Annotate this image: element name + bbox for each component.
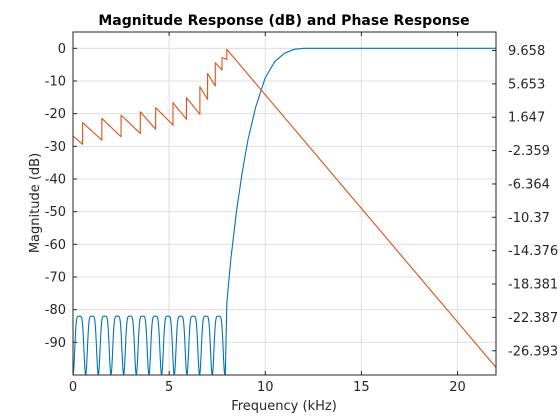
x-tick-label: 10 [257,380,274,395]
right-tick-label: 9.658 [508,44,545,59]
series-lines [73,47,496,375]
x-axis-label: Frequency (kHz) [231,399,337,414]
y-tick-label: -60 [45,238,66,253]
y-tick-label: -30 [45,140,66,155]
right-tick-label: -26.393 [508,344,558,359]
right-tick-label: -10.37 [508,211,550,226]
plot-area [73,32,496,375]
y-tick-label: -80 [45,303,66,318]
y-tick-label: -40 [45,173,66,188]
x-tick-label: 0 [69,380,77,395]
x-tick-label: 15 [353,380,370,395]
y-tick-label: 0 [58,42,66,57]
plot-frame [72,31,497,376]
right-tick-label: -6.364 [508,177,550,192]
grid [72,32,496,375]
series-line-left [73,47,496,375]
right-tick-label: -22.387 [508,311,558,326]
x-tick-label: 5 [165,380,173,395]
y-tick-label: -50 [45,205,66,220]
series-line-right [73,48,496,368]
x-tick-label: 20 [449,380,466,395]
y-tick-label: -70 [45,271,66,286]
right-tick-label: -18.381 [508,278,558,293]
chart-title: Magnitude Response (dB) and Phase Respon… [98,13,469,29]
right-tick-label: -14.376 [508,244,558,259]
right-tick-label: -2.359 [508,144,550,159]
x-tick-labels: 0 5 10 15 20 [69,380,466,395]
ticks [72,32,496,375]
y-tick-label: -10 [45,75,66,90]
right-tick-label: 1.647 [508,111,545,126]
y-tick-label: -20 [45,107,66,122]
right-tick-label: 5.653 [508,77,545,92]
right-tick-labels: 9.658 5.653 1.647 -2.359 -6.364 -10.37 -14.376… [508,44,558,359]
y-axis-label: Magnitude (dB) [28,153,43,253]
y-tick-labels: 0 -10 -20 -30 -40 -50 -60 -70 -80 -90 [45,42,66,351]
y-tick-label: -90 [45,336,66,351]
